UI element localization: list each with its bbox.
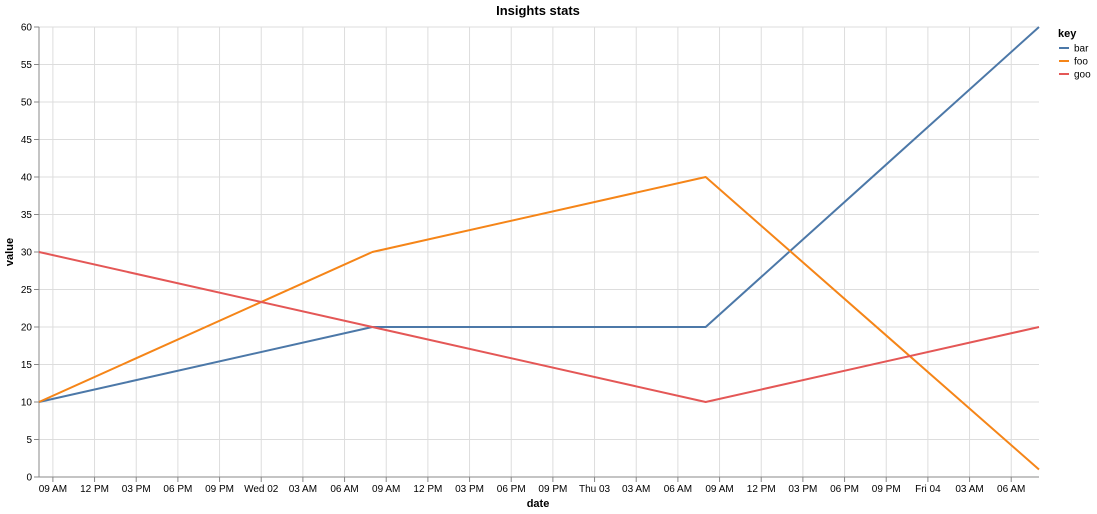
x-tick-label: 06 PM [497, 484, 526, 495]
x-tick-label: 12 PM [413, 484, 442, 495]
y-tick-label: 20 [21, 323, 33, 334]
axes: 0 5 10 15 20 25 30 35 40 45 50 55 60 09 AM 12 PM 03 PM 0… [21, 23, 1039, 495]
series-line-bar [38, 26, 1040, 403]
series-lines [38, 26, 1040, 471]
y-tick-label: 30 [21, 248, 33, 259]
x-tick-label: 03 AM [622, 484, 650, 495]
grid [39, 26, 1039, 478]
y-tick-label: 25 [21, 285, 33, 296]
legend-label-foo: foo [1074, 57, 1088, 68]
x-tick-label: 03 AM [289, 484, 317, 495]
x-tick-label: 06 PM [163, 484, 192, 495]
x-tick-label: 03 PM [455, 484, 484, 495]
y-tick-label: 60 [21, 23, 33, 34]
y-tick-label: 10 [21, 398, 33, 409]
y-tick-label: 50 [21, 98, 33, 109]
x-tick-label: 03 AM [955, 484, 983, 495]
x-tick-label: 09 PM [538, 484, 567, 495]
x-tick-label: Fri 04 [915, 484, 941, 495]
x-axis-title: date [527, 498, 550, 510]
x-tick-label: 06 AM [330, 484, 358, 495]
y-tick-label: 5 [26, 435, 32, 446]
x-tick-label: 09 AM [372, 484, 400, 495]
x-tick-label: 03 PM [122, 484, 151, 495]
y-tick-label: 0 [26, 473, 32, 484]
legend-label-goo: goo [1074, 70, 1091, 81]
y-axis-title: value [4, 238, 16, 266]
x-tick-label: 09 PM [872, 484, 901, 495]
x-tick-label: Thu 03 [579, 484, 611, 495]
chart-title: Insights stats [496, 3, 580, 18]
x-tick-label: 09 PM [205, 484, 234, 495]
legend-items: bar foo goo [1059, 44, 1091, 81]
x-tick-label: 06 PM [830, 484, 859, 495]
x-tick-label: 03 PM [788, 484, 817, 495]
x-tick-label: 12 PM [80, 484, 109, 495]
x-tick-label: Wed 02 [244, 484, 279, 495]
x-tick-label: 09 AM [39, 484, 67, 495]
x-tick-label: 06 AM [997, 484, 1025, 495]
y-tick-label: 55 [21, 60, 33, 71]
series-line-foo [38, 176, 1040, 471]
x-tick-label: 09 AM [705, 484, 733, 495]
legend-title: key [1058, 28, 1077, 40]
legend: key bar foo goo [1058, 28, 1091, 81]
y-tick-label: 40 [21, 173, 33, 184]
series-line-goo [38, 251, 1040, 403]
y-tick-label: 45 [21, 135, 33, 146]
y-tick-label: 15 [21, 360, 33, 371]
y-tick-label: 35 [21, 210, 33, 221]
legend-label-bar: bar [1074, 44, 1089, 55]
x-tick-label: 12 PM [747, 484, 776, 495]
x-tick-label: 06 AM [664, 484, 692, 495]
